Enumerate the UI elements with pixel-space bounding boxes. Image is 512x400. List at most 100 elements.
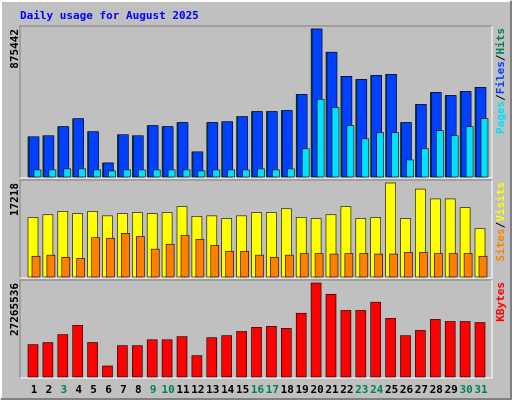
bar [177, 122, 189, 178]
bar [316, 99, 325, 178]
x-tick-label: 28 [430, 383, 443, 396]
panel-border-dark [19, 279, 492, 378]
bar [359, 253, 369, 278]
bar [252, 111, 263, 178]
bar [132, 345, 143, 378]
bar [138, 169, 146, 178]
bar [325, 293, 337, 378]
bar [299, 253, 309, 278]
bar [355, 310, 367, 378]
bar [459, 321, 471, 378]
bar [161, 339, 173, 378]
x-tick-label: 14 [221, 383, 235, 396]
bar [225, 251, 234, 278]
x-tick-label: 25 [385, 383, 398, 396]
y-tick-label: 17218 [8, 183, 21, 216]
x-tick-label: 17 [266, 383, 279, 396]
bar [331, 107, 340, 178]
x-tick-label: 4 [75, 383, 82, 396]
bar [76, 258, 85, 278]
bar [195, 239, 205, 278]
bar [465, 126, 474, 178]
x-tick-label: 26 [400, 383, 414, 396]
x-tick-label: 15 [236, 383, 249, 396]
bar [167, 169, 176, 178]
bar [450, 135, 459, 178]
bar [280, 328, 292, 378]
bar [448, 253, 458, 278]
bar [272, 169, 280, 178]
legend-entry: Visits [494, 182, 507, 222]
x-tick-label: 10 [161, 383, 174, 396]
legend-entry: Hits [494, 28, 507, 55]
x-tick-label: 18 [281, 383, 294, 396]
bar [93, 169, 101, 178]
x-tick-label: 31 [474, 383, 488, 396]
bar [136, 236, 145, 278]
x-tick-label: 16 [251, 383, 265, 396]
bar [346, 125, 355, 178]
bar [117, 345, 128, 378]
legend-entry: Sites [494, 228, 507, 261]
bar [376, 132, 385, 178]
bar [73, 118, 84, 178]
bar [242, 169, 250, 178]
bar [121, 233, 130, 278]
bar [57, 334, 69, 378]
x-tick-label: 13 [206, 383, 219, 396]
bar [344, 253, 354, 278]
bar [236, 331, 247, 378]
bar [197, 170, 206, 178]
bar [389, 253, 398, 278]
bar [182, 169, 191, 178]
bar [433, 253, 443, 278]
bar [33, 169, 42, 178]
x-tick-label: 23 [355, 383, 368, 396]
bar [385, 318, 396, 378]
bar [429, 319, 441, 378]
bar [147, 125, 159, 178]
bar [176, 336, 188, 378]
bar [310, 282, 322, 378]
bar [165, 243, 175, 278]
bar [435, 130, 444, 178]
bar [227, 169, 235, 178]
panel-border-light [20, 280, 493, 379]
bar [295, 312, 307, 378]
y-tick-label: 27265536 [8, 283, 21, 336]
bar [240, 251, 249, 278]
bar [400, 335, 411, 378]
bar [152, 169, 161, 178]
bar [27, 344, 39, 378]
bar [267, 111, 278, 178]
x-tick-label: 29 [445, 383, 458, 396]
x-tick-label: 24 [370, 383, 384, 396]
bar [191, 355, 203, 378]
bar [150, 248, 160, 278]
bar [63, 168, 72, 178]
bar [404, 252, 413, 278]
bar [474, 322, 486, 378]
bar [266, 326, 277, 378]
bar [255, 254, 264, 278]
x-tick-label: 21 [325, 383, 339, 396]
x-tick-label: 5 [90, 383, 97, 396]
bar [61, 257, 71, 278]
panel-border-dark [19, 179, 492, 278]
bar [221, 335, 232, 378]
bar [106, 237, 115, 278]
bar [210, 245, 220, 278]
bar [46, 254, 56, 278]
panel-border-light [20, 180, 493, 279]
bar [340, 310, 352, 378]
bar [421, 148, 429, 178]
x-tick-label: 1 [31, 383, 38, 396]
bar [284, 254, 294, 278]
x-tick-label: 8 [135, 383, 142, 396]
bar [361, 138, 370, 178]
bar [91, 237, 100, 278]
legend-entry: Pages [494, 101, 507, 134]
